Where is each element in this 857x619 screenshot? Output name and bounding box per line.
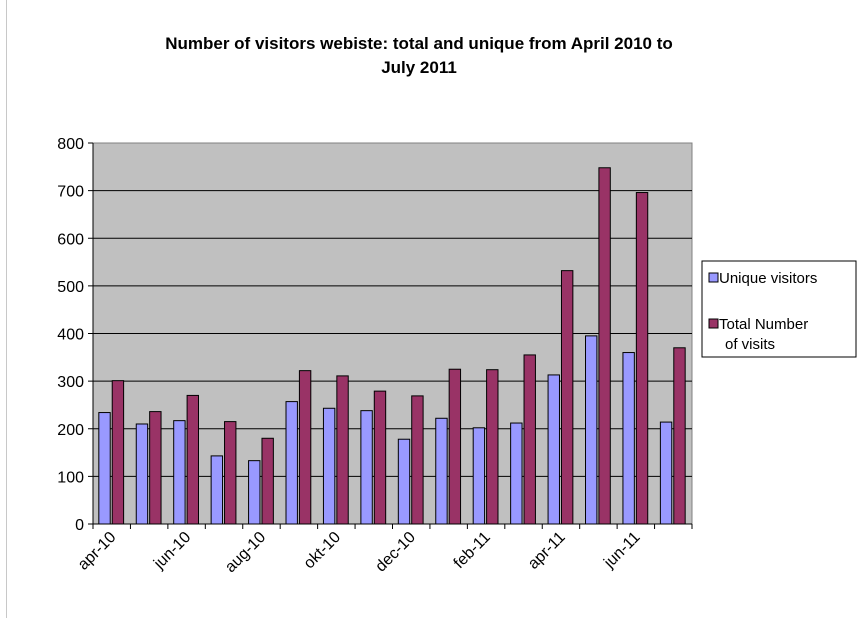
- legend-swatch-total-visits: [708, 318, 719, 329]
- bar-unique-visitors-apr-10: [98, 412, 111, 525]
- bar-total-visits-apr-10: [111, 380, 125, 525]
- bar-total-visits-mrt-11: [523, 354, 536, 525]
- legend: Unique visitors Total Number of visits: [701, 260, 857, 358]
- y-tick-label: 600: [57, 231, 84, 248]
- y-tick-label: 700: [57, 184, 84, 201]
- bar-unique-visitors-mei-11: [585, 335, 598, 525]
- legend-label-unique-visitors: Unique visitors: [719, 270, 817, 287]
- bar-unique-visitors-jan-11: [435, 417, 448, 525]
- bar-unique-visitors-jul-11: [659, 421, 673, 525]
- x-tick-label: jun-11: [600, 529, 643, 572]
- bars: [98, 167, 686, 525]
- bar-unique-visitors-okt-10: [322, 407, 336, 525]
- y-tick-label: 500: [57, 279, 84, 296]
- y-tick-label: 800: [57, 136, 84, 153]
- legend-box: [701, 260, 857, 358]
- bar-unique-visitors-dec-10: [397, 438, 411, 525]
- y-tick-label: 300: [57, 374, 84, 391]
- bar-unique-visitors-sep-10: [285, 401, 298, 525]
- y-tick-label: 100: [57, 469, 84, 486]
- bar-unique-visitors-mrt-11: [510, 422, 523, 525]
- bar-total-visits-jul-11: [673, 347, 686, 525]
- y-tick-label: 200: [57, 422, 84, 439]
- bar-total-visits-mei-11: [598, 167, 611, 525]
- bar-total-visits-jul-10: [224, 421, 237, 525]
- bar-unique-visitors-apr-11: [547, 374, 560, 525]
- x-tick-label: aug-10: [222, 529, 269, 576]
- legend-label-total-visits-line-1: Total Number: [719, 316, 808, 333]
- bar-total-visits-jun-10: [186, 394, 199, 525]
- bar-total-visits-feb-11: [486, 369, 499, 525]
- y-tick-label: 0: [75, 517, 84, 534]
- bar-unique-visitors-jun-10: [173, 420, 186, 525]
- chart-title-line-2: July 2011: [381, 58, 457, 77]
- bar-unique-visitors-aug-10: [248, 460, 261, 525]
- bar-unique-visitors-feb-11: [472, 427, 486, 525]
- x-tick-label: jun-10: [150, 529, 194, 573]
- bar-total-visits-jun-11: [635, 192, 649, 525]
- x-tick-label: apr-10: [75, 529, 120, 574]
- bar-total-visits-mei-10: [149, 411, 162, 525]
- legend-label-total-visits-line-2: of visits: [725, 336, 775, 353]
- x-tick-label: okt-10: [301, 529, 345, 573]
- bar-unique-visitors-nov-10: [360, 410, 373, 525]
- bar-unique-visitors-jul-10: [210, 455, 224, 525]
- bar-total-visits-nov-10: [373, 390, 387, 525]
- bar-total-visits-dec-10: [411, 395, 424, 525]
- x-tick-label: apr-11: [525, 529, 569, 573]
- chart-frame: [6, 0, 856, 618]
- x-tick-label: dec-10: [372, 529, 419, 576]
- bar-unique-visitors-mei-10: [135, 423, 149, 525]
- bar-unique-visitors-jun-11: [622, 352, 635, 525]
- bar-total-visits-jan-11: [448, 368, 462, 525]
- bar-total-visits-okt-10: [336, 375, 349, 525]
- chart-title-line-1: Number of visitors webiste: total and un…: [165, 34, 673, 53]
- bar-total-visits-aug-10: [261, 437, 274, 525]
- legend-swatch-unique-visitors: [708, 272, 719, 283]
- x-tick-label: feb-11: [451, 529, 494, 572]
- bar-total-visits-apr-11: [560, 270, 574, 525]
- bar-total-visits-sep-10: [298, 370, 312, 525]
- y-tick-label: 400: [57, 327, 84, 344]
